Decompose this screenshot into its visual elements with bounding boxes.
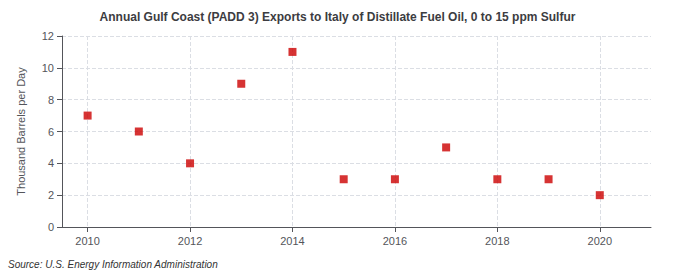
svg-text:12: 12: [42, 30, 54, 42]
svg-text:Thousand Barrels per Day: Thousand Barrels per Day: [15, 67, 27, 196]
svg-text:2: 2: [48, 189, 54, 201]
svg-text:0: 0: [48, 221, 54, 233]
svg-text:Source: U.S. Energy Informatio: Source: U.S. Energy Information Administ…: [8, 259, 218, 270]
svg-text:2010: 2010: [75, 235, 99, 247]
svg-text:2020: 2020: [588, 235, 612, 247]
svg-text:Annual Gulf Coast (PADD 3) Exp: Annual Gulf Coast (PADD 3) Exports to It…: [100, 10, 576, 24]
svg-text:2012: 2012: [178, 235, 202, 247]
svg-text:2016: 2016: [383, 235, 407, 247]
svg-text:2014: 2014: [280, 235, 304, 247]
svg-text:10: 10: [42, 62, 54, 74]
svg-text:6: 6: [48, 126, 54, 138]
svg-text:2018: 2018: [485, 235, 509, 247]
svg-text:8: 8: [48, 94, 54, 106]
svg-text:4: 4: [48, 157, 54, 169]
